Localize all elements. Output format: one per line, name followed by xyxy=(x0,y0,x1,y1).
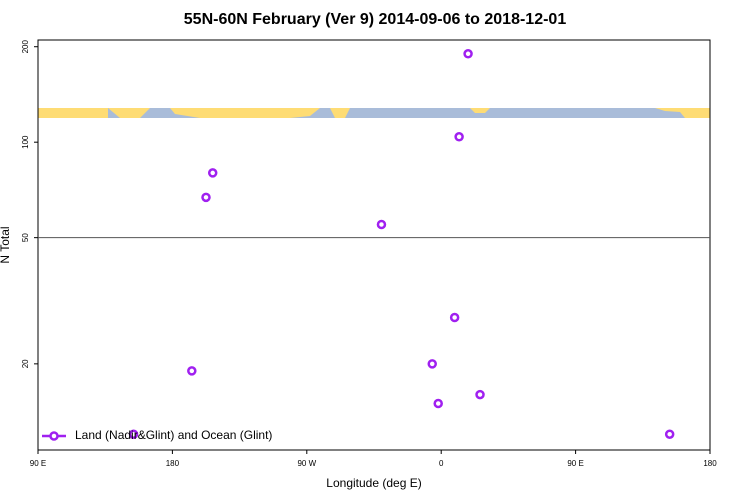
chart-title: 55N-60N February (Ver 9) 2014-09-06 to 2… xyxy=(184,11,567,28)
map-ocean xyxy=(38,108,710,118)
point xyxy=(376,219,387,230)
x-tick-label: 180 xyxy=(703,459,717,468)
point xyxy=(449,312,460,323)
y-axis-label: N Total xyxy=(0,226,12,263)
map-strip xyxy=(38,108,710,118)
map-land xyxy=(38,108,108,118)
point xyxy=(201,192,211,203)
x-axis-label: Longitude (deg E) xyxy=(326,476,421,490)
map-land xyxy=(330,108,350,118)
point xyxy=(475,389,485,400)
map-land xyxy=(108,108,150,118)
legend-marker xyxy=(49,431,59,441)
map-land xyxy=(470,108,490,113)
x-tick-label: 90 W xyxy=(297,459,316,468)
point xyxy=(433,398,443,409)
point xyxy=(207,168,218,178)
y-tick-label: 50 xyxy=(21,233,30,242)
map-land xyxy=(655,108,710,118)
x-tick-label: 0 xyxy=(439,459,444,468)
y-tick-label: 200 xyxy=(21,40,30,54)
point xyxy=(454,132,464,142)
map-land xyxy=(170,108,320,118)
point xyxy=(128,429,139,439)
point xyxy=(427,359,437,369)
x-tick-label: 90 E xyxy=(567,459,583,468)
x-tick-label: 180 xyxy=(166,459,180,468)
point xyxy=(463,49,473,59)
y-tick-label: 20 xyxy=(21,359,30,368)
legend-label: Land (Nadir&Glint) and Ocean (Glint) xyxy=(75,428,272,442)
point xyxy=(187,366,197,376)
y-tick-label: 100 xyxy=(21,135,30,149)
plot-frame xyxy=(37,39,711,451)
x-tick-label: 90 E xyxy=(30,459,46,468)
point xyxy=(664,429,675,439)
